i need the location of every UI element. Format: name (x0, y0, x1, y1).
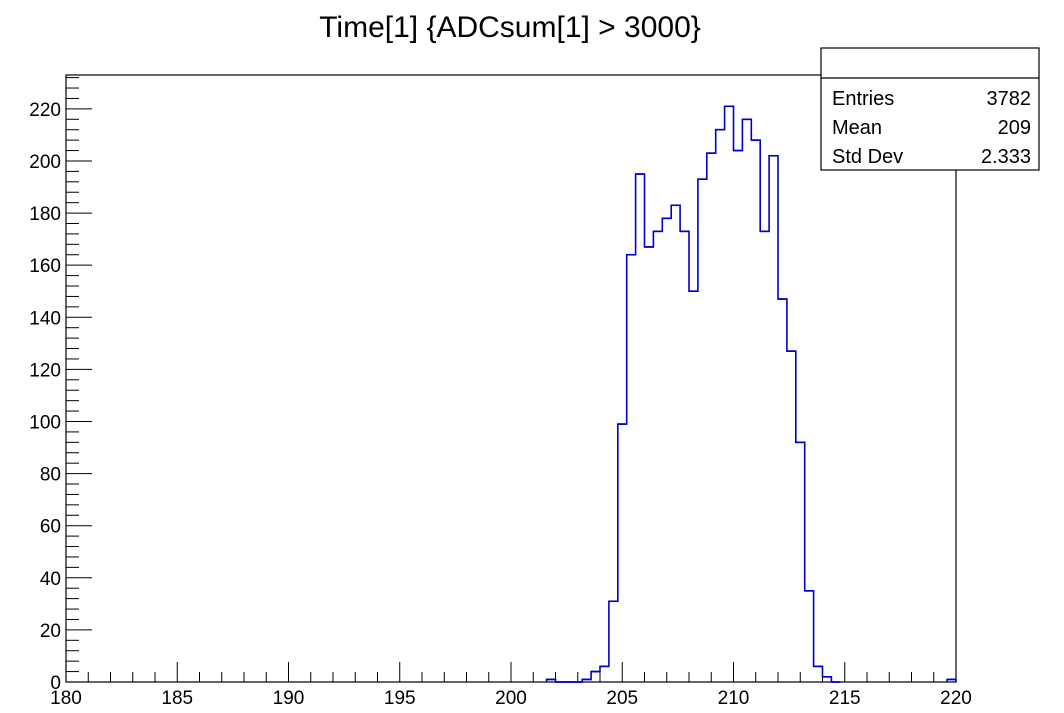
y-tick-label: 120 (29, 360, 61, 381)
y-tick-label: 220 (29, 100, 61, 121)
stats-label: Entries (832, 88, 894, 110)
y-tick-label: 100 (29, 412, 61, 433)
x-tick-label: 190 (273, 688, 305, 709)
x-tick-label: 215 (829, 688, 861, 709)
histogram-bins (546, 105, 956, 683)
y-tick-label: 160 (29, 256, 61, 277)
y-tick-label: 0 (50, 673, 61, 694)
x-axis: 180 185 190 195 200 205 210 215 220 (50, 662, 972, 709)
x-tick-label: 185 (161, 688, 193, 709)
stats-box-frame (820, 47, 1040, 171)
stats-label: Std Dev (832, 146, 903, 168)
histogram-series-line (545, 105, 957, 683)
x-tick-label: 200 (495, 688, 527, 709)
y-tick-label: 200 (29, 152, 61, 173)
x-tick-label: 210 (718, 688, 750, 709)
stats-box: Entries 3782 Mean 209 Std Dev 2.333 (820, 47, 1040, 171)
y-tick-label: 80 (40, 465, 61, 486)
y-tick-label: 20 (40, 621, 61, 642)
stats-rows: Entries 3782 Mean 209 Std Dev 2.333 (832, 88, 1031, 168)
stats-value: 2.333 (981, 146, 1031, 168)
y-tick-label: 180 (29, 204, 61, 225)
x-tick-label: 195 (384, 688, 416, 709)
y-axis: 0 20 40 60 80 100 120 140 160 180 200 220 (29, 77, 92, 694)
y-tick-label: 60 (40, 517, 61, 538)
y-tick-label: 140 (29, 308, 61, 329)
y-tick-label: 40 (40, 569, 61, 590)
x-tick-label: 220 (940, 688, 972, 709)
x-tick-label: 205 (606, 688, 638, 709)
stats-value: 3782 (987, 88, 1032, 110)
chart-title: Time[1] {ADCsum[1] > 3000} (319, 11, 701, 44)
x-tick-label: 180 (50, 688, 82, 709)
stats-value: 209 (998, 117, 1031, 139)
stats-label: Mean (832, 117, 882, 139)
